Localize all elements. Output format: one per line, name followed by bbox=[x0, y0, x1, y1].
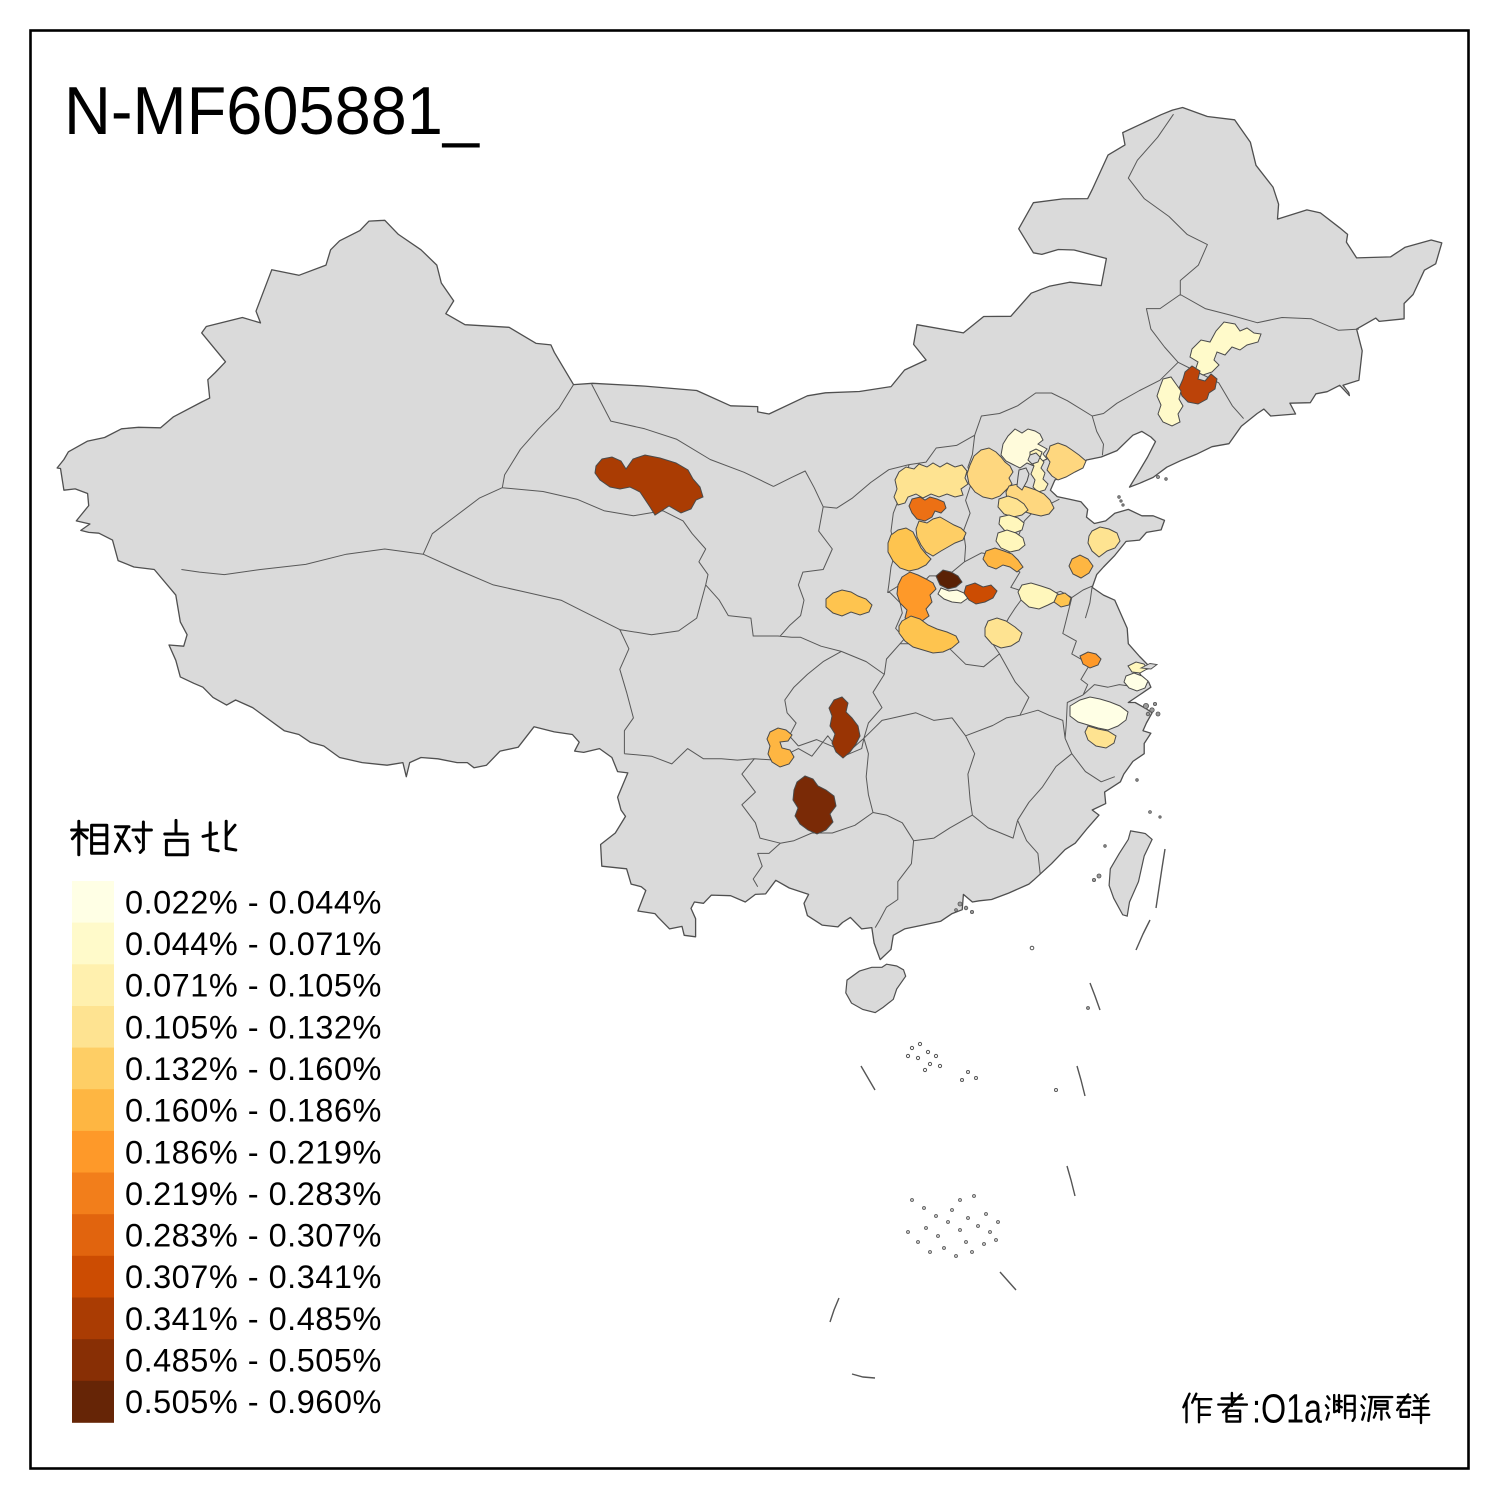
svg-text:0.022% - 0.044%: 0.022% - 0.044% bbox=[125, 884, 382, 920]
svg-text:0.105% - 0.132%: 0.105% - 0.132% bbox=[125, 1009, 382, 1045]
svg-text:0.283% - 0.307%: 0.283% - 0.307% bbox=[125, 1218, 382, 1254]
svg-text:N-MF605881_: N-MF605881_ bbox=[64, 73, 480, 149]
svg-text:0.044% - 0.071%: 0.044% - 0.071% bbox=[125, 926, 382, 962]
svg-text:0.307% - 0.341%: 0.307% - 0.341% bbox=[125, 1259, 382, 1295]
svg-text:0.132% - 0.160%: 0.132% - 0.160% bbox=[125, 1051, 382, 1087]
svg-text::O1a: :O1a bbox=[1252, 1386, 1322, 1432]
svg-text:0.160% - 0.186%: 0.160% - 0.186% bbox=[125, 1093, 382, 1129]
svg-text:0.219% - 0.283%: 0.219% - 0.283% bbox=[125, 1176, 382, 1212]
svg-text:0.485% - 0.505%: 0.485% - 0.505% bbox=[125, 1343, 382, 1379]
svg-text:0.341% - 0.485%: 0.341% - 0.485% bbox=[125, 1301, 382, 1337]
svg-text:0.505% - 0.960%: 0.505% - 0.960% bbox=[125, 1384, 382, 1420]
svg-text:0.071% - 0.105%: 0.071% - 0.105% bbox=[125, 968, 382, 1004]
svg-text:0.186% - 0.219%: 0.186% - 0.219% bbox=[125, 1134, 382, 1170]
